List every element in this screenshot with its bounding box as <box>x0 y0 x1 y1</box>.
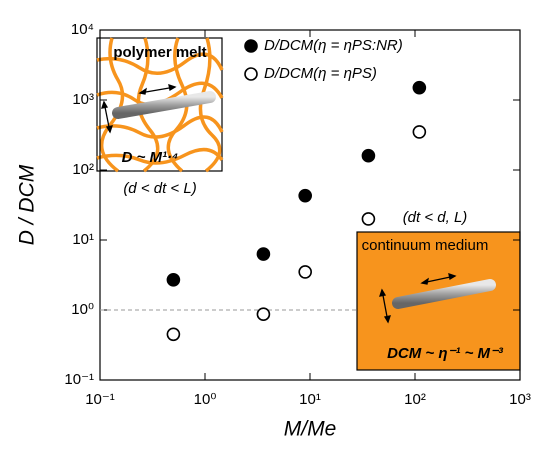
y-tick-label: 10¹ <box>72 231 94 248</box>
x-tick-label: 10⁰ <box>194 391 217 408</box>
annotation: (d < dt < L) <box>123 180 196 197</box>
x-tick-label: 10² <box>404 391 426 408</box>
legend-marker <box>244 67 258 81</box>
legend-marker <box>244 39 258 53</box>
y-tick-label: 10³ <box>72 91 94 108</box>
y-tick-label: 10⁻¹ <box>64 371 94 388</box>
y-axis-label: D / DCM <box>16 164 39 245</box>
point <box>412 125 427 139</box>
continuum-inset: continuum medium DCM ~ η⁻¹ ~ M⁻³ <box>356 231 521 371</box>
y-tick-label: 10⁰ <box>71 301 94 318</box>
point <box>256 247 271 261</box>
annotation: continuum medium <box>362 237 489 254</box>
point <box>298 265 312 279</box>
legend-label: D/DCM(η = ηPS) <box>264 65 377 82</box>
annotation: D ~ M¹·⁴ <box>122 149 179 166</box>
x-axis-label: M/Me <box>284 418 337 441</box>
point <box>361 148 376 163</box>
annotation: (dt < d, L) <box>403 209 468 226</box>
x-tick-label: 10⁻¹ <box>85 391 115 408</box>
y-tick-label: 10² <box>72 161 94 178</box>
point <box>256 307 271 322</box>
point <box>298 188 312 203</box>
legend-label: D/DCM(η = ηPS:NR) <box>264 37 403 54</box>
point <box>412 80 427 95</box>
y-tick-label: 10⁴ <box>71 21 94 38</box>
point <box>166 327 181 342</box>
x-tick-label: 10¹ <box>299 391 321 408</box>
annotation: polymer melt <box>113 44 206 61</box>
melt-inset: polymer melt D ~ M¹·⁴ <box>96 37 224 173</box>
annotation: DCM ~ η⁻¹ ~ M⁻³ <box>387 345 504 362</box>
point <box>166 273 181 287</box>
point <box>361 212 376 226</box>
x-tick-label: 10³ <box>509 391 531 408</box>
